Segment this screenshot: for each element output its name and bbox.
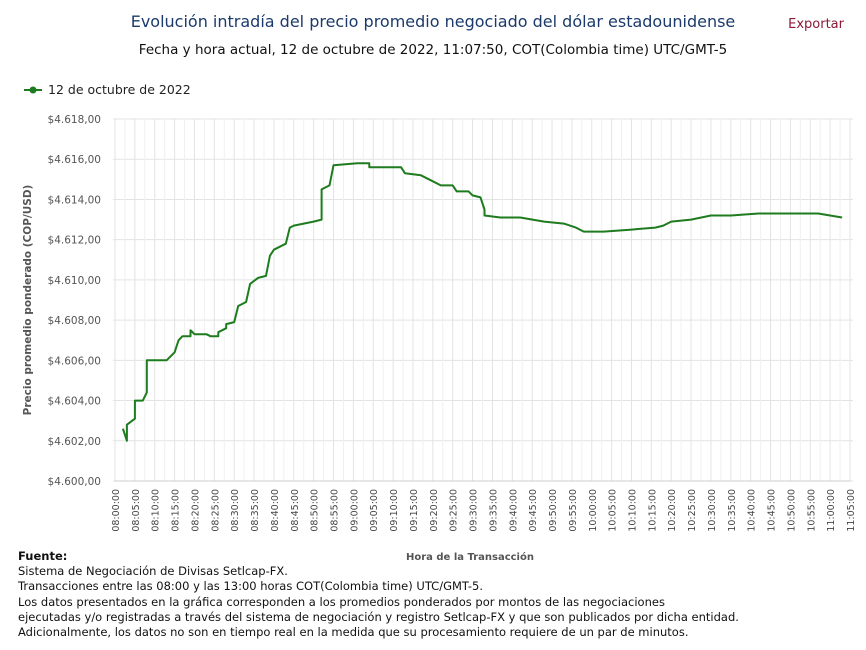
y-tick-label: $4.600,00 bbox=[48, 476, 101, 488]
legend-item[interactable]: 12 de octubre de 2022 bbox=[24, 82, 191, 97]
x-tick-label: 09:45:00 bbox=[528, 489, 539, 532]
x-tick-label: 08:15:00 bbox=[171, 489, 182, 532]
x-tick-label: 11:05:00 bbox=[846, 489, 857, 532]
x-tick-label: 10:15:00 bbox=[647, 489, 658, 532]
footer-line: Adicionalmente, los datos no son en tiem… bbox=[18, 625, 689, 640]
x-tick-label: 08:50:00 bbox=[310, 489, 321, 532]
y-tick-label: $4.610,00 bbox=[48, 275, 101, 287]
x-tick-label: 10:20:00 bbox=[667, 489, 678, 532]
x-tick-label: 10:30:00 bbox=[707, 489, 718, 532]
x-tick-label: 08:35:00 bbox=[250, 489, 261, 532]
x-tick-label: 08:25:00 bbox=[210, 489, 221, 532]
x-tick-label: 09:25:00 bbox=[449, 489, 460, 532]
footer-line: Los datos presentados en la gráfica corr… bbox=[18, 594, 665, 609]
x-tick-label: 08:55:00 bbox=[330, 489, 341, 532]
x-tick-label: 09:35:00 bbox=[488, 489, 499, 532]
y-tick-label: $4.602,00 bbox=[48, 436, 101, 448]
x-tick-label: 08:10:00 bbox=[151, 489, 162, 532]
x-tick-label: 09:40:00 bbox=[508, 489, 519, 532]
x-tick-label: 08:00:00 bbox=[111, 489, 122, 532]
footer-line: Transacciones entre las 08:00 y las 13:0… bbox=[18, 579, 483, 594]
x-tick-label: 09:30:00 bbox=[469, 489, 480, 532]
x-tick-label: 08:45:00 bbox=[290, 489, 301, 532]
x-tick-label: 08:20:00 bbox=[190, 489, 201, 532]
y-tick-label: $4.608,00 bbox=[48, 315, 101, 327]
x-tick-label: 10:05:00 bbox=[608, 489, 619, 532]
x-tick-label: 10:00:00 bbox=[588, 489, 599, 532]
x-tick-label: 09:50:00 bbox=[548, 489, 559, 532]
x-tick-label: 08:30:00 bbox=[230, 489, 241, 532]
x-tick-label: 10:55:00 bbox=[806, 489, 817, 532]
x-tick-label: 10:10:00 bbox=[627, 489, 638, 532]
y-tick-label: $4.612,00 bbox=[48, 235, 101, 247]
footer-line: Sistema de Negociación de Divisas Setlca… bbox=[18, 564, 288, 579]
y-tick-label: $4.618,00 bbox=[48, 114, 101, 126]
x-tick-label: 08:05:00 bbox=[131, 489, 142, 532]
footer-heading: Fuente: bbox=[18, 549, 68, 563]
x-tick-label: 10:50:00 bbox=[786, 489, 797, 532]
x-tick-label: 09:55:00 bbox=[568, 489, 579, 532]
footer-line: ejecutadas y/o registradas a través del … bbox=[18, 609, 739, 624]
series-line bbox=[121, 162, 843, 442]
x-axis-label: Hora de la Transacción bbox=[406, 552, 534, 563]
line-chart: $4.600,00 $4.602,00 $4.604,00 $4.606,00 $4.6… bbox=[22, 114, 857, 532]
y-tick-label: $4.614,00 bbox=[48, 194, 101, 206]
y-tick-label: $4.604,00 bbox=[48, 396, 101, 408]
y-tick-label: $4.606,00 bbox=[48, 355, 101, 367]
footer-notes: Fuente: Sistema de Negociación de Divisa… bbox=[18, 549, 739, 640]
y-tick-label: $4.616,00 bbox=[48, 154, 101, 166]
x-tick-label: 09:15:00 bbox=[409, 489, 420, 532]
x-tick-label: 10:25:00 bbox=[687, 489, 698, 532]
legend-label: 12 de octubre de 2022 bbox=[48, 82, 191, 97]
x-tick-label: 08:40:00 bbox=[270, 489, 281, 532]
y-axis-label: Precio promedio ponderado (COP/USD) bbox=[22, 185, 34, 416]
export-button[interactable]: Exportar bbox=[788, 17, 844, 32]
chart-title: Evolución intradía del precio promedio n… bbox=[130, 12, 736, 31]
legend-marker-icon bbox=[24, 86, 42, 93]
chart-subtitle: Fecha y hora actual, 12 de octubre de 20… bbox=[138, 42, 728, 58]
x-tick-label: 10:40:00 bbox=[747, 489, 758, 532]
x-tick-label: 11:00:00 bbox=[826, 489, 837, 532]
x-tick-label: 09:00:00 bbox=[349, 489, 360, 532]
x-tick-label: 10:35:00 bbox=[727, 489, 738, 532]
x-tick-label: 10:45:00 bbox=[767, 489, 778, 532]
x-tick-label: 09:10:00 bbox=[389, 489, 400, 532]
x-tick-label: 09:20:00 bbox=[429, 489, 440, 532]
x-tick-label: 09:05:00 bbox=[369, 489, 380, 532]
